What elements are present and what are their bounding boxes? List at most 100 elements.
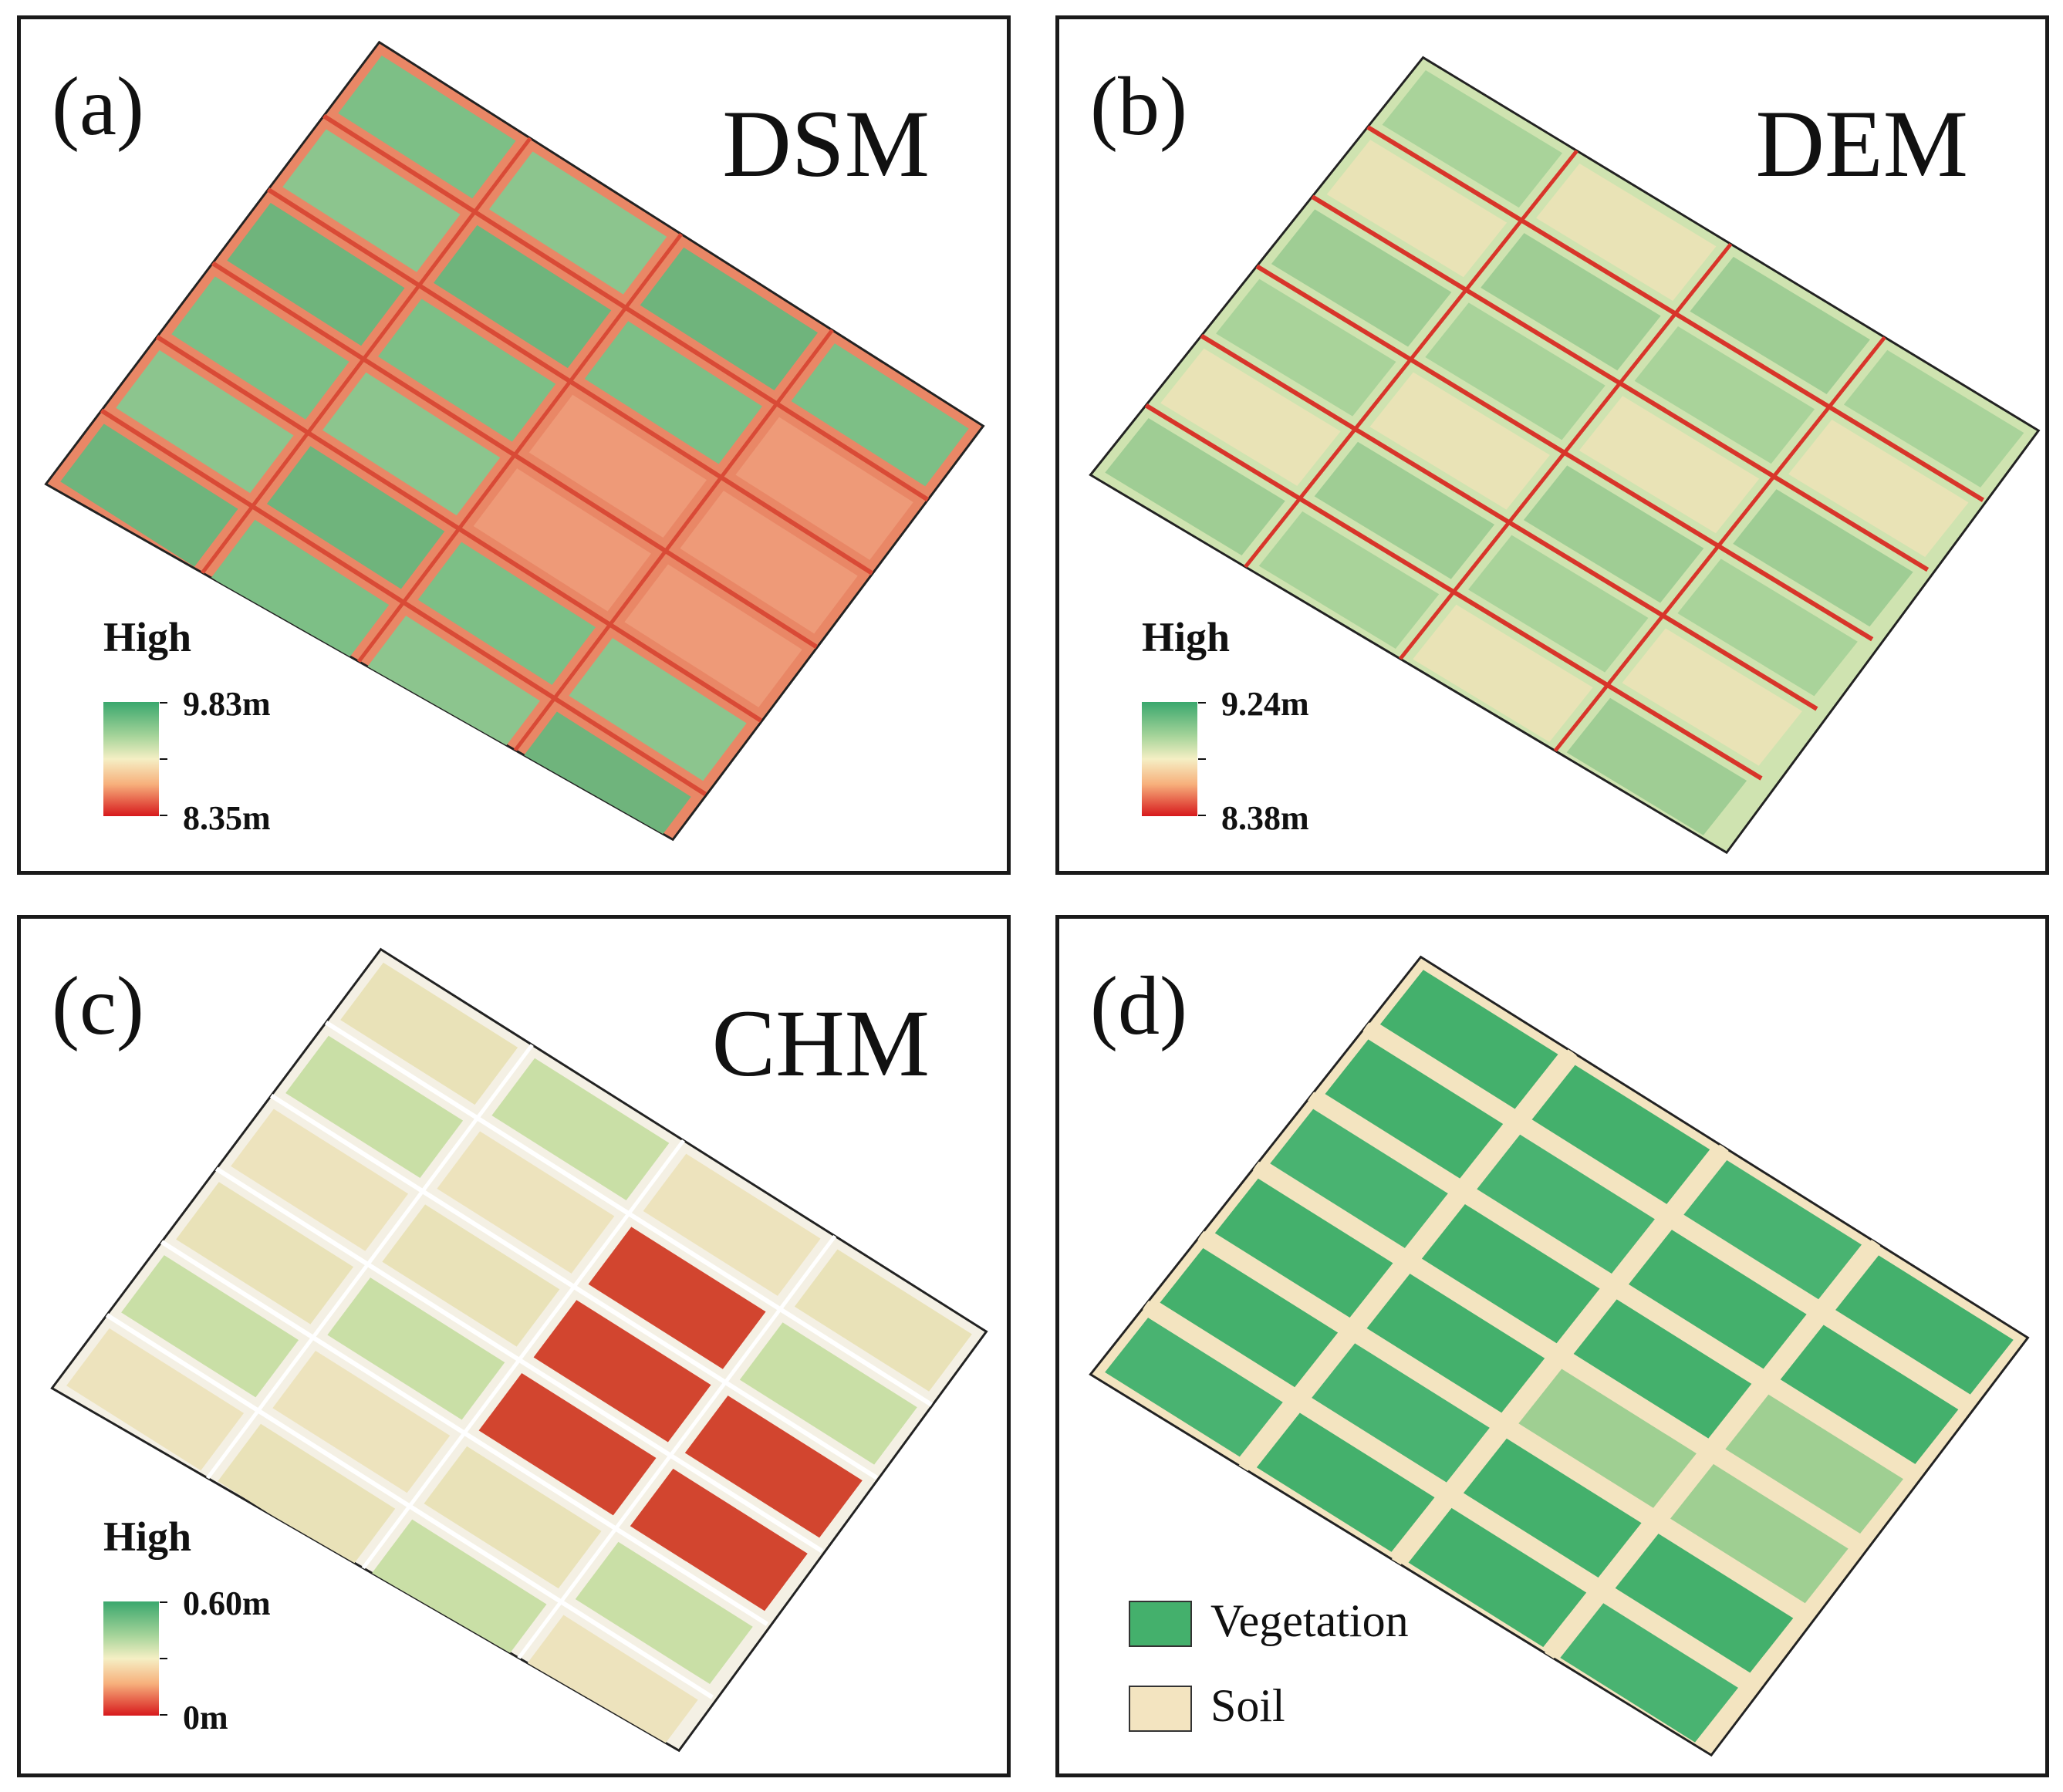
panel-dsm: (a) DSM High 9.83m 8.35m <box>17 15 1011 875</box>
plot-block <box>340 962 518 1105</box>
legend-max-label: 9.24m <box>1221 685 1309 723</box>
column-path <box>1237 1048 1577 1473</box>
legend-min-label: 8.38m <box>1221 799 1309 837</box>
plot-block <box>1326 140 1508 278</box>
plot-block <box>437 1131 615 1274</box>
legend-tick <box>1198 702 1206 704</box>
plot-block <box>434 224 612 369</box>
legend-max-label: 9.83m <box>183 685 271 723</box>
plot-block <box>1573 1299 1752 1439</box>
column-path <box>1541 1239 1881 1664</box>
plot-block <box>1408 1507 1587 1648</box>
plot-block <box>1314 441 1495 579</box>
legend-min-label: 8.35m <box>183 799 271 837</box>
plot-block <box>1531 1065 1710 1204</box>
plot-block <box>1518 1368 1697 1508</box>
color-ramp <box>103 1601 159 1716</box>
plot-grid <box>1105 70 2024 835</box>
vegetation-label: Vegetation <box>1210 1595 1409 1646</box>
plot-block <box>739 1322 917 1465</box>
panel-title: DEM <box>1755 91 1968 197</box>
plot-block <box>424 1446 602 1589</box>
column-path <box>497 329 834 774</box>
plot-block <box>520 1615 698 1751</box>
column-path <box>353 1139 685 1581</box>
plot-block <box>1425 302 1605 440</box>
soil-label: Soil <box>1210 1680 1285 1731</box>
plot-block <box>1733 489 1913 627</box>
plot-block <box>569 638 747 781</box>
plot-block <box>171 276 349 420</box>
column-path <box>195 137 532 582</box>
plot-block <box>1382 70 1563 208</box>
plot-grid <box>1105 970 2014 1743</box>
legend-max-label: 0.60m <box>183 1584 271 1622</box>
plot-block <box>624 564 802 707</box>
plot-block <box>266 446 445 589</box>
dem-map <box>1089 56 2041 855</box>
panel-classification: (d) Vegetation Soil <box>1055 915 2049 1777</box>
plot-block <box>1780 1325 1959 1464</box>
chm-map <box>50 947 988 1753</box>
plot-block <box>1843 349 2024 488</box>
plot-block <box>533 1300 711 1443</box>
plot-block <box>1628 1230 1807 1369</box>
panel-chm: (c) CHM High 0.60m 0m <box>17 915 1011 1777</box>
plot-block <box>1560 1603 1738 1743</box>
column-path <box>1389 1144 1729 1568</box>
plot-block <box>1615 1534 1794 1673</box>
plot-block <box>1413 604 1593 742</box>
plot-block <box>1366 1274 1545 1413</box>
color-ramp <box>103 702 159 816</box>
classification-map <box>1089 955 2030 1757</box>
plot-block <box>1312 1343 1490 1483</box>
plot-block <box>121 1255 299 1398</box>
plot-block <box>1481 233 1661 371</box>
plot-block <box>1463 1438 1642 1578</box>
plot-block <box>211 519 390 663</box>
legend-tick <box>160 1658 167 1659</box>
plot-block <box>116 349 294 494</box>
plot-block <box>630 1468 808 1611</box>
plot-block <box>1566 697 1747 835</box>
plot-block <box>1256 1412 1435 1552</box>
plot-block <box>491 1058 670 1201</box>
plot-block <box>1258 511 1440 649</box>
plot-block <box>513 711 691 840</box>
plot-block <box>322 372 501 516</box>
plot-block <box>417 542 596 685</box>
plot-block <box>60 424 238 567</box>
legend-min-label: 0m <box>183 1699 228 1736</box>
plot-block <box>218 1423 396 1567</box>
legend-tick <box>160 1601 167 1603</box>
plot-block <box>1214 1178 1393 1318</box>
legend-heading: High <box>103 1514 192 1560</box>
plot-block <box>362 616 540 759</box>
plot-block <box>1725 1394 1904 1534</box>
legend-heading: High <box>103 614 192 660</box>
plot-block <box>1160 1247 1339 1388</box>
plot-block <box>684 1395 863 1538</box>
plot-block <box>735 417 913 560</box>
legend-tick <box>160 758 167 760</box>
dsm-map <box>44 40 985 842</box>
plot-block <box>285 1035 464 1178</box>
plot-block <box>1788 419 1969 558</box>
plot-block <box>791 343 969 487</box>
plot-block <box>1468 535 1649 673</box>
plot-block <box>66 1328 244 1471</box>
column-path <box>346 232 684 677</box>
column-path <box>505 1234 837 1676</box>
plot-block <box>176 1182 354 1325</box>
plot-block <box>1271 209 1452 347</box>
plot-grid <box>66 962 972 1751</box>
legend-heading: High <box>1142 614 1231 660</box>
column-path <box>1550 336 1886 756</box>
plot-block <box>382 1204 560 1347</box>
plot-block <box>528 394 707 538</box>
legend-tick <box>1198 815 1206 816</box>
plot-block <box>1677 559 1858 697</box>
panel-label: (b) <box>1090 61 1187 153</box>
plot-block <box>227 202 405 346</box>
plot-block <box>338 56 516 199</box>
